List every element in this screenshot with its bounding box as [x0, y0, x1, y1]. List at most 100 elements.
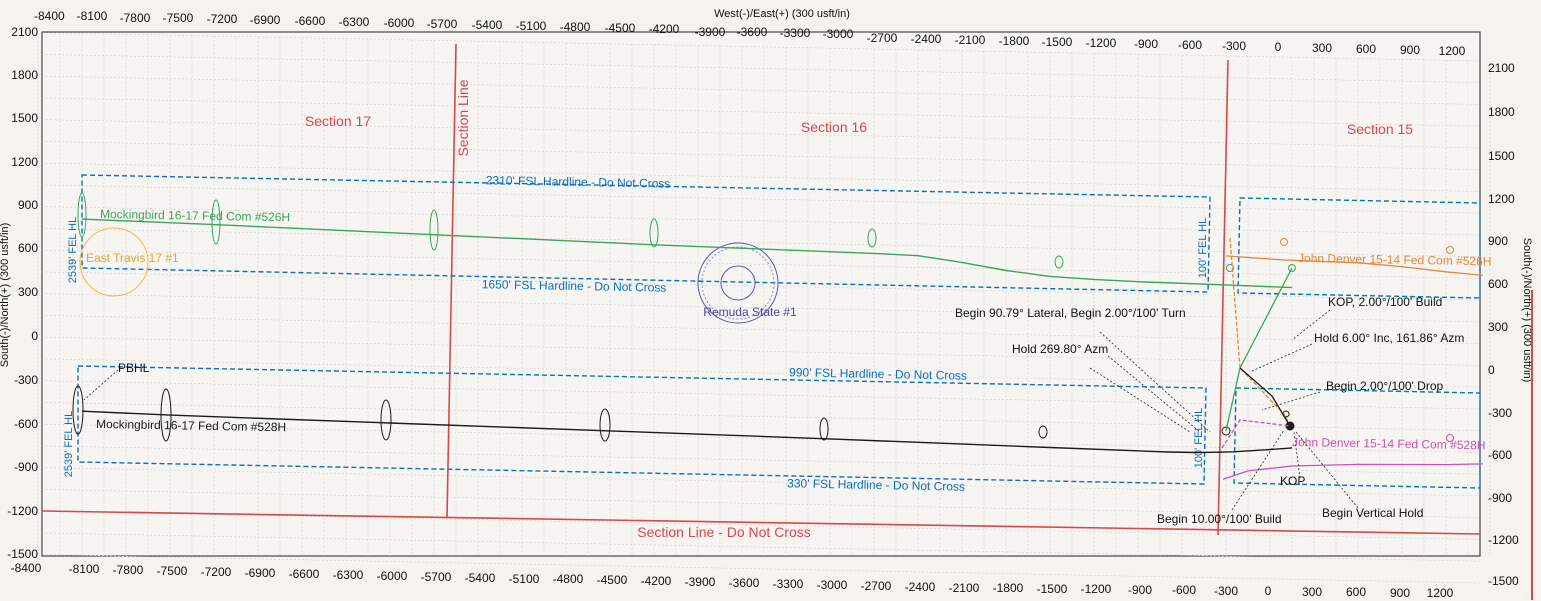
right-tick: -600	[1488, 448, 1512, 462]
bottom-tick: 0	[1265, 584, 1272, 598]
well-path-jd-526h	[1225, 255, 1483, 277]
top-tick: -6300	[339, 15, 370, 29]
bottom-tick: 1200	[1427, 586, 1454, 600]
segment-jd528h	[1221, 419, 1291, 449]
annotation-hold-inc: Hold 6.00° Inc, 161.86° Azm	[1314, 331, 1464, 345]
bottom-tick: -6900	[245, 566, 276, 580]
top-tick: -5400	[472, 18, 503, 32]
hardline-label-990: 990' FSL Hardline - Do Not Cross	[789, 365, 967, 382]
section-16-label: Section 16	[801, 119, 867, 135]
well-path-528h	[81, 410, 1293, 454]
point	[1221, 426, 1231, 436]
remuda-ring-inner	[720, 265, 756, 301]
top-tick: -4800	[560, 20, 591, 34]
section-line-do-not-cross-label: Section Line - Do Not Cross	[637, 524, 811, 540]
bottom-tick: -6300	[333, 568, 364, 582]
top-tick: -600	[1178, 38, 1202, 52]
bottom-tick: -7200	[201, 565, 232, 579]
hardline-label-2310: 2310' FSL Hardline - Do Not Cross	[486, 173, 671, 191]
well-label-526h: Mockingbird 16-17 Fed Com #526H	[100, 207, 290, 224]
well-label-528h: Mockingbird 16-17 Fed Com #528H	[96, 417, 286, 434]
section-line-17-16	[446, 43, 457, 519]
top-tick: -5700	[427, 17, 458, 31]
section-lines: Section Line Section Line - Do Not Cross	[41, 43, 1481, 540]
annotation-hold-azm: Hold 269.80° Azm	[1012, 342, 1108, 356]
top-tick: -2700	[867, 31, 898, 45]
bottom-tick: -6000	[377, 569, 408, 583]
right-tick: -1500	[1488, 574, 1519, 588]
offset-wells: East Travis 17 #1 Remuda State #1	[79, 227, 797, 324]
top-tick: 900	[1400, 43, 1420, 57]
top-tick: -3000	[823, 27, 854, 41]
ellipse	[599, 408, 611, 442]
section-line-label: Section Line	[455, 79, 471, 156]
left-tick: 2100	[11, 25, 38, 39]
left-tick: 300	[18, 285, 38, 299]
top-tick: -8400	[34, 9, 65, 23]
east-travis-label: East Travis 17 #1	[86, 251, 179, 265]
left-tick: 1200	[11, 155, 38, 169]
bottom-tick: -8400	[11, 561, 42, 575]
bottom-tick: 600	[1346, 585, 1366, 599]
bottom-axis: -8400 -8100 -7800 -7500 -7200 -6900 -660…	[11, 561, 1454, 600]
hardline-vlabel: 100' FEL HL	[1197, 218, 1209, 278]
bottom-tick: -600	[1172, 583, 1196, 597]
top-tick: -7200	[207, 12, 238, 26]
annotation-begin-lateral: Begin 90.79° Lateral, Begin 2.00°/100' T…	[955, 306, 1186, 320]
top-tick: -4500	[605, 21, 636, 35]
section-line-16-15	[1217, 59, 1229, 536]
top-tick: -3900	[695, 25, 726, 39]
top-tick: -3600	[737, 25, 768, 39]
bottom-tick: -8100	[69, 562, 100, 576]
left-tick: -600	[14, 417, 38, 431]
left-axis-title: South(-)/North(+) (300 usft/in)	[0, 223, 11, 368]
uncertainty-ellipses	[72, 192, 1454, 442]
right-tick: 600	[1488, 277, 1508, 291]
top-tick: -8100	[77, 9, 108, 23]
well-label-jd-528h: John Denver 15-14 Fed Com #528H	[1292, 435, 1486, 452]
bottom-tick: -5700	[421, 570, 452, 584]
well-path-526h	[81, 218, 1293, 289]
bottom-tick: -2400	[905, 580, 936, 594]
bottom-tick: -1200	[1081, 582, 1112, 596]
section-line-south	[41, 510, 1481, 535]
ellipse	[649, 218, 659, 248]
leader-line	[1249, 343, 1313, 373]
bottom-tick: -1500	[1037, 582, 1068, 596]
well-paths	[81, 218, 1483, 480]
bottom-tick: -7500	[157, 564, 188, 578]
right-tick: 0	[1488, 363, 1495, 377]
ellipse	[1038, 425, 1048, 439]
bottom-tick: -4800	[553, 572, 584, 586]
leader-line	[1295, 431, 1359, 509]
ellipse	[77, 192, 87, 238]
well-labels: Mockingbird 16-17 Fed Com #526H Mockingb…	[96, 207, 1492, 452]
bottom-tick: -4200	[641, 574, 672, 588]
remuda-ring-mid	[701, 246, 775, 320]
right-tick: 1200	[1488, 192, 1515, 206]
remuda-label: Remuda State #1	[703, 305, 797, 319]
right-tick: -900	[1488, 491, 1512, 505]
top-tick: -2100	[955, 33, 986, 47]
top-tick: -1800	[999, 34, 1030, 48]
right-tick: -1200	[1488, 533, 1519, 547]
top-tick: -6600	[295, 14, 326, 28]
bottom-tick: -1800	[993, 581, 1024, 595]
top-tick: 300	[1312, 41, 1332, 55]
left-tick: -300	[14, 373, 38, 387]
bottom-tick: -7800	[113, 563, 144, 577]
section-labels: Section 17 Section 16 Section 15	[305, 113, 1413, 137]
bottom-tick: -3900	[685, 575, 716, 589]
point	[1288, 264, 1296, 272]
curve-segments	[1221, 237, 1293, 449]
hardline-label-1650: 1650' FSL Hardline - Do Not Cross	[482, 277, 667, 295]
leader-line	[1099, 331, 1211, 433]
hardline-vlabel: 2539' FEL HL	[63, 411, 75, 478]
top-tick: -1500	[1042, 35, 1073, 49]
hardline-vlabel: 100' FEL HL	[1193, 408, 1205, 468]
bottom-tick: -900	[1128, 583, 1152, 597]
hardline-box-jd-526h	[1237, 197, 1481, 299]
ellipse	[160, 388, 172, 442]
leader-line	[1291, 309, 1331, 341]
